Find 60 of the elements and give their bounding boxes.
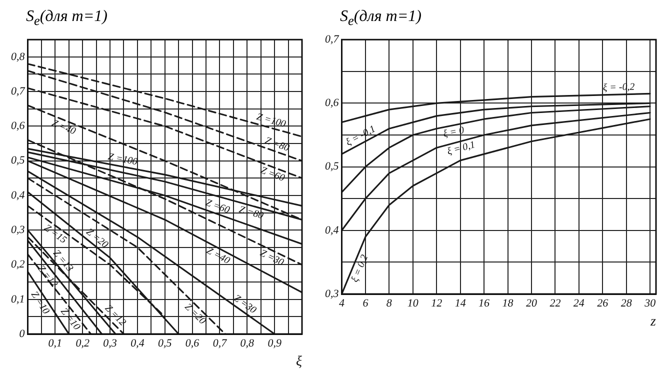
- x-tick-label: 0,3: [103, 337, 118, 350]
- y-tick-label: 0,7: [325, 33, 340, 46]
- x-tick-label: 0,2: [76, 337, 90, 350]
- x-tick-label: 20: [526, 297, 538, 310]
- x-tick-label: 4: [339, 297, 345, 310]
- text: ξ = 0: [442, 125, 466, 140]
- x-tick-label: 14: [454, 297, 466, 310]
- text: Z =40: [50, 118, 78, 138]
- y-tick-label: 0,2: [11, 258, 26, 271]
- chart-title: S$_{e}$(для m=1): [339, 8, 422, 30]
- y-tick-label: 0,3: [11, 224, 26, 236]
- y-tick-label: 0,8: [11, 50, 26, 63]
- x-tick-label: 22: [550, 297, 562, 310]
- text: ξ = 0,2: [349, 253, 371, 284]
- y-tick-label: 0,4: [325, 224, 340, 236]
- x-tick-label: 8: [386, 297, 392, 310]
- y-tick-label: 0: [19, 328, 26, 340]
- x-tick-label: 26: [597, 297, 609, 310]
- text: Z =40: [204, 245, 232, 267]
- text: Z =60: [204, 197, 232, 216]
- text: ξ = 0,1: [446, 140, 476, 158]
- y-tick-label: 0,5: [325, 160, 340, 173]
- text: ξ = -0,1: [344, 124, 378, 148]
- x-tick-label: 28: [620, 297, 632, 310]
- text: Z =10: [28, 290, 52, 316]
- x-tick-label: 0,4: [130, 337, 145, 350]
- y-tick-label: 0,7: [11, 85, 26, 98]
- y-tick-label: 0,5: [11, 154, 26, 167]
- x-tick-label: 0,5: [158, 337, 172, 350]
- x-axis-title: ξ: [296, 354, 302, 370]
- text: Z =15: [42, 222, 69, 246]
- text: Z =30: [258, 248, 286, 268]
- text: Z =10: [58, 306, 82, 332]
- y-tick-label: 0,4: [11, 189, 26, 202]
- y-tick-label: 0,3: [325, 288, 340, 300]
- text: Z =30: [231, 292, 258, 316]
- text: Z =100: [106, 152, 138, 168]
- x-tick-label: 0,9: [268, 337, 282, 350]
- x-tick-label: 12: [431, 297, 443, 310]
- x-tick-label: 24: [573, 297, 585, 310]
- y-tick-label: 0,6: [11, 120, 26, 132]
- x-tick-label: 0,8: [240, 337, 255, 350]
- x-tick-label: 16: [478, 297, 490, 310]
- text: Z =80: [264, 135, 291, 154]
- x-tick-label: 6: [362, 297, 369, 310]
- chart-title: S$_{e}$(для m=1): [25, 8, 108, 30]
- text: Z =20: [84, 226, 110, 251]
- text: Z =12: [102, 302, 128, 328]
- x-axis-title: z: [650, 314, 657, 330]
- y-tick-label: 0,6: [325, 97, 340, 110]
- x-tick-label: 18: [502, 297, 514, 310]
- text: Z =60: [258, 165, 286, 184]
- x-tick-label: 30: [644, 297, 656, 310]
- x-tick-label: 0,6: [185, 337, 200, 350]
- x-tick-label: 0,1: [48, 337, 62, 350]
- text: Z =20: [182, 302, 208, 327]
- x-tick-label: 0,7: [212, 337, 228, 350]
- x-tick-label: 10: [407, 297, 419, 310]
- text: Z =100: [255, 112, 287, 130]
- text: Z =80: [238, 204, 265, 222]
